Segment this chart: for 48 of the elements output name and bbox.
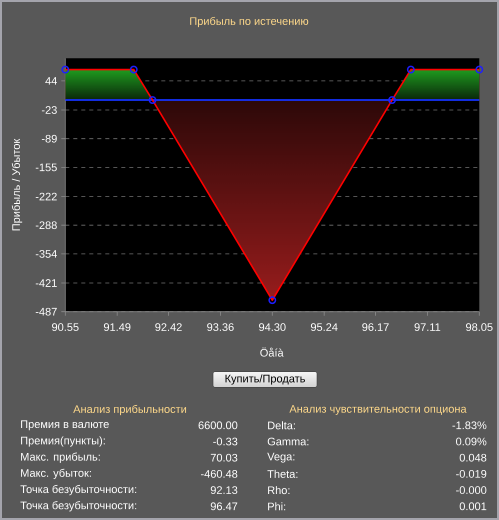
text: Gamma: [268, 438, 308, 446]
x-tick-label: 93.36 [207, 323, 234, 331]
y-axis-title: Прибыль / Убыток [12, 138, 22, 230]
chart-title: Прибыль по истечению [190, 16, 308, 28]
text: Анализ чувствительности опциона [289, 405, 467, 415]
x-tick-label: 97.11 [414, 323, 440, 331]
text: Макс. убыток: [21, 468, 91, 480]
text: Vega: [267, 452, 294, 463]
text: 0.09% [456, 438, 486, 446]
x-tick-label: 91.49 [104, 323, 130, 331]
text: Анализ прибыльности [73, 404, 186, 416]
x-tick-label: 94.30 [259, 323, 286, 331]
text: Theta: [267, 470, 298, 478]
y-tick-label: -421 [36, 279, 57, 287]
text: Премия(пункты): [21, 436, 105, 447]
y-tick-label: -222 [36, 192, 57, 200]
text: Точка безубыточности: [20, 484, 136, 496]
y-tick-label: -288 [36, 221, 57, 230]
text: Delta: [268, 421, 295, 430]
text: Точка безубыточности: [20, 501, 136, 512]
y-tick-label: -89 [42, 134, 57, 143]
text: -0.000 [456, 486, 486, 494]
text: -460.48 [200, 470, 238, 478]
text: 6600.00 [198, 421, 238, 430]
text: 92.13 [210, 486, 238, 494]
text: 96.47 [210, 502, 238, 510]
x-tick-label: 96.17 [362, 323, 389, 331]
text: Макс. прибыль: [21, 452, 100, 463]
text: Купить/Продать [226, 374, 305, 385]
y-tick-label: -487 [36, 308, 57, 316]
text: 0.048 [460, 454, 486, 462]
text: Rho: [268, 486, 290, 494]
text: -1.83% [452, 421, 486, 430]
text: -0.33 [213, 438, 238, 446]
text: 0.001 [460, 502, 486, 510]
text: 70.03 [210, 454, 238, 462]
y-tick-label: -23 [42, 106, 57, 114]
y-tick-label: 44 [45, 77, 57, 85]
text: Phi: [268, 502, 286, 510]
y-tick-label: -354 [36, 250, 57, 258]
x-tick-label: 98.05 [466, 323, 493, 331]
y-tick-label: -155 [36, 164, 57, 172]
x-axis-title: Öåíà [260, 347, 284, 357]
x-tick-label: 90.55 [52, 323, 79, 331]
text: -0.019 [456, 470, 486, 478]
x-tick-label: 92.42 [155, 323, 182, 331]
text: Премия в валюте [21, 420, 109, 430]
x-tick-label: 95.24 [310, 323, 338, 331]
